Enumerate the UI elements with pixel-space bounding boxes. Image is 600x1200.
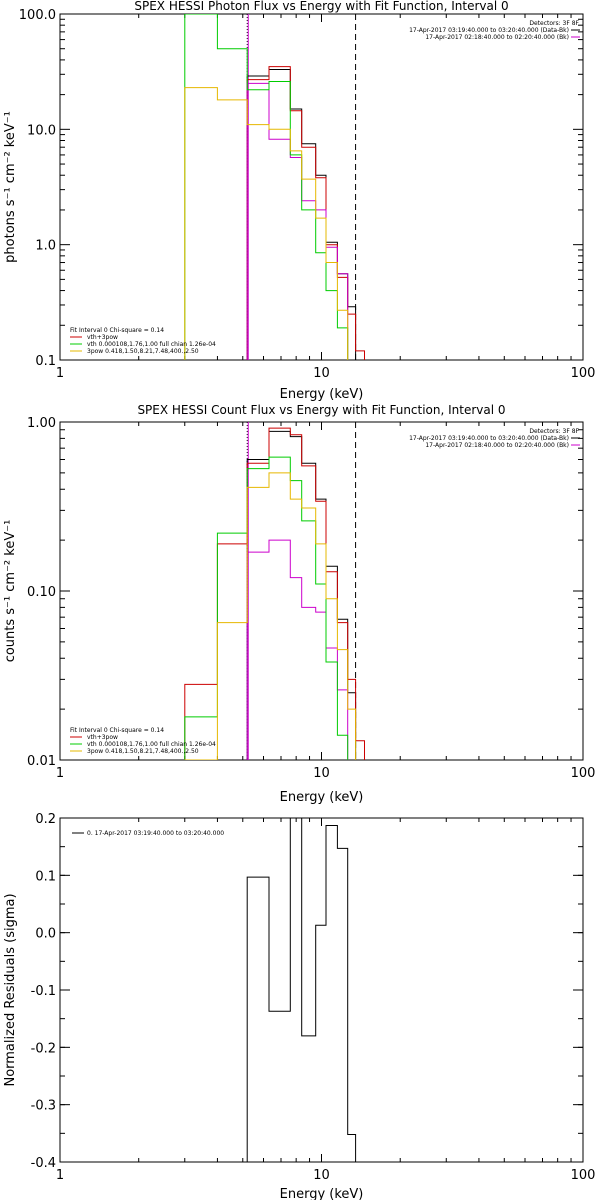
- y-tick-label: 10.0: [27, 123, 56, 138]
- series-group: [246, 818, 357, 1162]
- y-tick-label: 100.0: [19, 8, 56, 23]
- fit-legend-text: vth 0.000108,1.76,1.00 full chian 1.26e-…: [87, 341, 216, 348]
- series-group: [184, 427, 365, 760]
- series-4-line: [184, 14, 349, 360]
- fit-legend-header: Fit Interval 0 Chi-square = 0.14: [70, 327, 164, 334]
- chart-title: SPEX HESSI Count Flux vs Energy with Fit…: [137, 403, 505, 417]
- plot-frame: [59, 817, 584, 1163]
- y-tick-label: -0.3: [31, 1099, 56, 1114]
- plot-frame: [59, 421, 584, 761]
- y-tick-label: -0.4: [31, 1156, 56, 1171]
- y-axis: 0.01 0.10 1.00: [27, 416, 583, 769]
- series-4-line: [184, 456, 349, 760]
- x-axis-label: Energy (keV): [280, 1187, 364, 1200]
- y-axis: 0.1 1.0 10.0 100.0: [19, 8, 583, 369]
- panel-2: SPEX HESSI Count Flux vs Energy with Fit…: [3, 403, 595, 805]
- series-2-line: [184, 427, 365, 760]
- x-tick-label: 10: [313, 1168, 330, 1183]
- fit-legend-header: Fit Interval 0 Chi-square = 0.14: [70, 727, 164, 734]
- fit-legend-text: 3pow 0.418,1.50,8.21,7.48,400.,2.50: [87, 348, 199, 355]
- x-axis-label: Energy (keV): [280, 790, 364, 805]
- series-group: [184, 14, 365, 360]
- y-axis: -0.4 -0.3 -0.2 -0.1 0.0 0.1 0.2: [31, 812, 583, 1171]
- fit-legend-text: 3pow 0.418,1.50,8.21,7.48,400.,2.50: [87, 748, 199, 755]
- y-axis-label: counts s⁻¹ cm⁻² keV⁻¹: [3, 520, 18, 663]
- x-axis-label: Energy (keV): [280, 387, 364, 402]
- series-5-line: [184, 87, 349, 360]
- series-1-line: [246, 818, 357, 1162]
- y-tick-label: 1.00: [27, 416, 56, 431]
- y-tick-label: 1.0: [35, 239, 56, 254]
- x-tick-label: 1: [56, 366, 64, 381]
- panel-1: SPEX HESSI Photon Flux vs Energy with Fi…: [3, 0, 595, 402]
- y-tick-label: 0.1: [35, 869, 56, 884]
- y-tick-label: -0.2: [31, 1041, 56, 1056]
- series-3-line: [246, 539, 349, 760]
- chart-title: SPEX HESSI Photon Flux vs Energy with Fi…: [134, 0, 508, 13]
- y-tick-label: -0.1: [31, 984, 56, 999]
- fit-legend-text: vth+3pow: [87, 734, 118, 741]
- x-axis: 1 10 100: [56, 422, 596, 781]
- legend-left-top: 0. 17-Apr-2017 03:19:40.000 to 03:20:40.…: [72, 830, 224, 837]
- y-axis-label: photons s⁻¹ cm⁻² keV⁻¹: [3, 111, 18, 263]
- legend-header: Detectors: 3F 8F: [529, 428, 579, 435]
- x-tick-label: 10: [313, 766, 330, 781]
- y-tick-label: 0.10: [27, 585, 56, 600]
- x-tick-label: 100: [571, 766, 596, 781]
- legend-entry-text: 17-Apr-2017 03:19:40.000 to 03:20:40.000…: [409, 27, 569, 34]
- fit-legend-text: vth 0.000108,1.76,1.00 full chian 1.26e-…: [87, 741, 216, 748]
- series-3-line: [246, 82, 349, 360]
- x-tick-label: 1: [56, 766, 64, 781]
- panel-3: 1 10 100 Energy (keV) -0.4 -0.3 -0.2 -0.1 0.0 0.1…: [3, 812, 595, 1200]
- x-tick-label: 10: [313, 366, 330, 381]
- series-2-line: [246, 66, 365, 360]
- x-tick-label: 1: [56, 1168, 64, 1183]
- y-tick-label: 0.1: [35, 354, 56, 369]
- y-tick-label: 0.01: [27, 754, 56, 769]
- series-5-line: [184, 472, 357, 760]
- x-tick-label: 100: [571, 366, 596, 381]
- x-tick-label: 100: [571, 1168, 596, 1183]
- fit-legend-text: vth+3pow: [87, 334, 118, 341]
- y-axis-label: Normalized Residuals (sigma): [3, 893, 18, 1086]
- legend-left: Fit Interval 0 Chi-square = 0.14vth+3pow…: [70, 727, 216, 755]
- legend-entry-text: 17-Apr-2017 02:18:40.000 to 02:20:40.000…: [425, 34, 569, 41]
- legend-entry-text: 17-Apr-2017 02:18:40.000 to 02:20:40.000…: [425, 442, 569, 449]
- y-tick-label: 0.0: [35, 927, 56, 942]
- x-axis: 1 10 100: [56, 14, 596, 381]
- residual-legend-text: 0. 17-Apr-2017 03:19:40.000 to 03:20:40.…: [87, 830, 224, 837]
- x-axis: 1 10 100: [56, 818, 596, 1183]
- legend-left: Fit Interval 0 Chi-square = 0.14vth+3pow…: [70, 327, 216, 355]
- y-tick-label: 0.2: [35, 812, 56, 827]
- plot-frame: [59, 13, 584, 361]
- legend-header: Detectors: 3F 8F: [529, 20, 579, 27]
- legend-entry-text: 17-Apr-2017 03:19:40.000 to 03:20:40.000…: [409, 435, 569, 442]
